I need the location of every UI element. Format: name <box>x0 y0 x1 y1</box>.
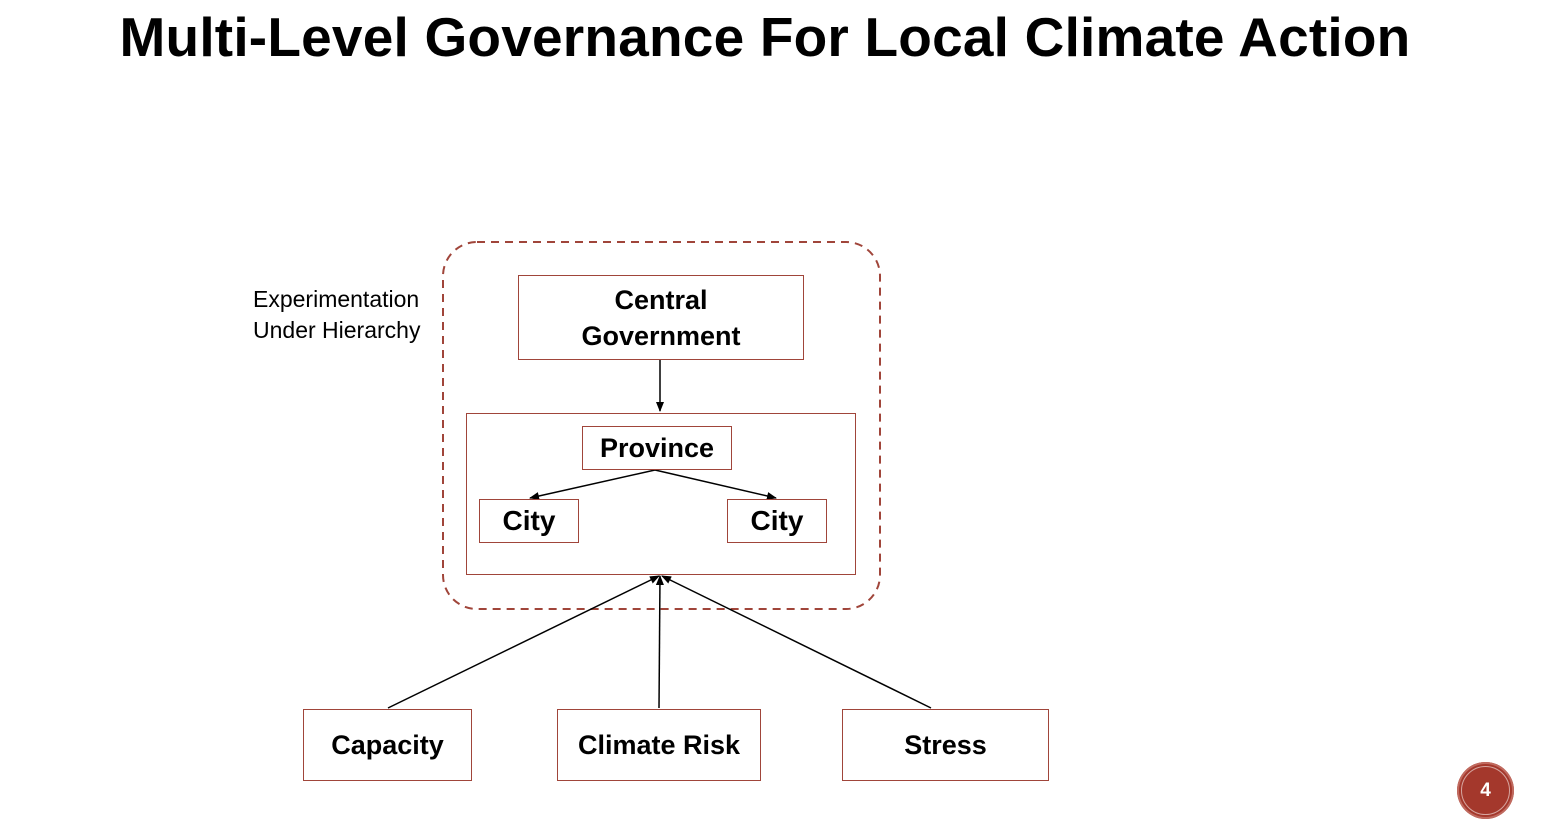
city-box-left: City <box>479 499 579 543</box>
arrow-province-to-city-right <box>654 469 777 500</box>
group-label-line-2: Under Hierarchy <box>253 317 421 343</box>
province-box: Province <box>582 426 732 470</box>
city-box-right: City <box>727 499 827 543</box>
group-label: Experimentation Under Hierarchy <box>253 284 420 346</box>
province-container-box <box>466 413 856 575</box>
page-number-badge: 4 <box>1457 762 1514 819</box>
central-government-box: Central Government <box>518 275 804 360</box>
arrow-capacity-to-container <box>387 575 660 709</box>
climate-risk-box: Climate Risk <box>557 709 761 781</box>
arrow-stress-to-container <box>661 575 932 709</box>
slide-title: Multi-Level Governance For Local Climate… <box>119 6 1411 68</box>
capacity-box: Capacity <box>303 709 472 781</box>
group-label-line-1: Experimentation <box>253 286 420 312</box>
arrow-climate-risk-to-container <box>655 575 664 709</box>
central-government-line-2: Government <box>581 320 741 351</box>
hierarchy-group-boundary <box>442 241 881 610</box>
arrow-province-to-city-left <box>529 469 656 500</box>
central-government-line-1: Central <box>614 284 708 315</box>
stress-box: Stress <box>842 709 1049 781</box>
